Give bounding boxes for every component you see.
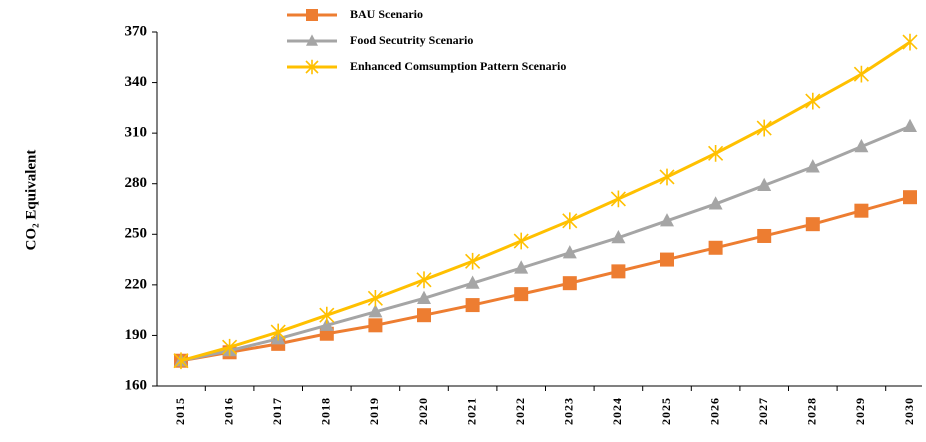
series-line (180, 125, 911, 363)
marker (757, 228, 772, 243)
marker (465, 298, 480, 313)
legend-label: BAU Scenario (350, 7, 423, 21)
marker (660, 252, 674, 267)
marker (319, 306, 335, 324)
marker (610, 190, 626, 208)
x-tick-label: 2028 (805, 397, 819, 425)
marker (805, 159, 820, 173)
legend-marker (306, 34, 318, 46)
x-tick-label: 2021 (464, 397, 478, 425)
marker (756, 119, 772, 137)
legend-item: Food Secutrity Scenario (287, 33, 473, 47)
legend-marker (305, 59, 319, 75)
x-tick-label: 2026 (707, 397, 721, 425)
marker (513, 232, 529, 250)
marker (708, 144, 724, 162)
x-tick-label: 2016 (221, 397, 235, 425)
series-line (180, 195, 911, 363)
marker (562, 212, 578, 230)
x-tick-label: 2024 (610, 397, 624, 425)
marker (854, 138, 869, 153)
marker (514, 260, 529, 274)
marker (805, 217, 820, 232)
y-tick-label: 280 (125, 175, 148, 191)
marker (562, 245, 577, 259)
marker (222, 338, 238, 356)
legend-item: BAU Scenario (287, 7, 423, 21)
x-tick-label: 2022 (513, 397, 527, 425)
legend-label: Food Secutrity Scenario (350, 33, 473, 47)
x-tick-label: 2020 (416, 397, 430, 425)
x-tick-label: 2019 (367, 397, 381, 425)
x-tick-label: 2017 (270, 397, 284, 425)
marker (708, 240, 723, 255)
marker (416, 271, 432, 289)
legend-label: Enhanced Comsumption Pattern Scenario (350, 59, 566, 73)
y-tick-label: 190 (125, 327, 148, 343)
marker (903, 118, 917, 132)
x-tick-label: 2023 (562, 397, 576, 425)
y-tick-label: 220 (125, 276, 148, 292)
legend-item: Enhanced Comsumption Pattern Scenario (287, 59, 566, 75)
legend-marker (306, 9, 318, 21)
x-tick-label: 2027 (756, 397, 770, 425)
marker (465, 275, 480, 289)
y-tick-label: 340 (125, 74, 148, 90)
marker (708, 196, 723, 210)
marker (367, 289, 383, 307)
x-tick-label: 2030 (902, 397, 916, 425)
marker (660, 213, 674, 227)
marker (854, 203, 869, 218)
marker (903, 190, 917, 205)
marker (659, 168, 675, 186)
x-tick-label: 2018 (319, 397, 333, 425)
y-axis-label: CO₂ Equivalent (23, 150, 39, 251)
marker (853, 65, 869, 83)
marker (562, 276, 577, 291)
y-tick-label: 310 (125, 125, 148, 141)
marker (757, 177, 772, 191)
y-tick-label: 250 (125, 226, 148, 242)
y-tick-label: 160 (125, 377, 148, 393)
series-line (180, 40, 911, 363)
marker (417, 308, 431, 323)
marker (611, 229, 626, 244)
marker (805, 92, 821, 110)
marker (319, 317, 334, 331)
marker (270, 323, 286, 341)
marker (514, 287, 529, 302)
marker (611, 264, 626, 279)
x-tick-label: 2015 (173, 397, 187, 425)
marker (368, 318, 383, 333)
x-tick-label: 2029 (853, 397, 867, 425)
marker (902, 33, 918, 51)
marker (417, 290, 431, 304)
x-tick-label: 2025 (659, 397, 673, 425)
marker (173, 352, 189, 370)
marker (368, 304, 383, 318)
marker (465, 252, 481, 270)
y-tick-label: 370 (125, 23, 148, 39)
